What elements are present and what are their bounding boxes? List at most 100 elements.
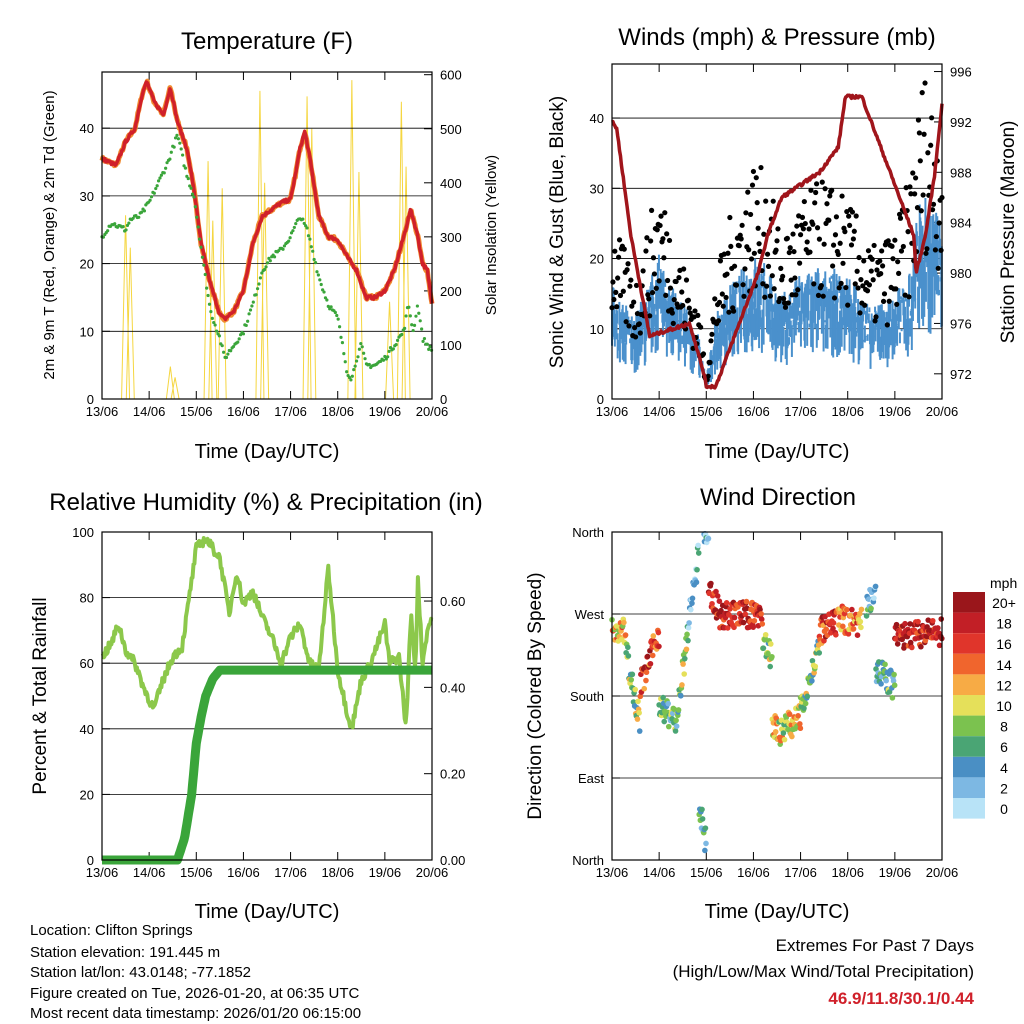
dewpoint-point	[193, 205, 197, 209]
dewpoint-point	[190, 192, 195, 196]
wind-direction-point	[925, 617, 932, 623]
gust-point	[793, 292, 799, 298]
wind-direction-point	[632, 686, 638, 693]
y-tick-label-right: 996	[950, 65, 972, 80]
gust-point	[831, 295, 838, 301]
x-tick-label: 20/06	[416, 404, 449, 419]
gust-point	[935, 265, 941, 271]
gust-point	[830, 242, 837, 248]
x-tick-label: 13/06	[86, 865, 119, 880]
gust-point	[847, 222, 853, 229]
dewpoint-point	[217, 334, 221, 338]
gust-point	[781, 296, 787, 302]
gust-point	[838, 280, 844, 286]
dewpoint-point	[265, 261, 270, 265]
gust-point	[670, 320, 676, 326]
dewpoint-point	[288, 236, 292, 240]
wind-direction-point	[686, 620, 692, 626]
gust-point	[777, 295, 783, 302]
gust-point	[896, 211, 903, 217]
wind-direction-point	[922, 637, 929, 644]
y-tick-label: 30	[590, 181, 604, 196]
gust-point	[811, 281, 817, 287]
gust-point	[868, 268, 874, 274]
wind-direction-point	[628, 676, 635, 683]
y-tick-label-right: 972	[950, 367, 972, 382]
wind-direction-point	[635, 698, 641, 705]
gust-point	[664, 231, 670, 237]
gust-point	[774, 238, 780, 244]
wind-direction-point	[695, 550, 702, 556]
wind-direction-point	[699, 816, 706, 822]
dewpoint-point	[315, 270, 319, 274]
gust-point	[792, 275, 798, 281]
wind-direction-point	[656, 643, 662, 650]
gust-point	[610, 279, 616, 285]
dewpoint-point	[342, 352, 346, 356]
x-tick-label: 18/06	[321, 865, 354, 880]
gust-point	[621, 246, 627, 252]
gust-point	[778, 265, 784, 271]
gust-point	[833, 214, 840, 220]
dewpoint-point	[306, 234, 311, 238]
dewpoint-point	[220, 344, 224, 348]
gust-point	[671, 297, 677, 303]
gust-point	[637, 330, 643, 336]
wind-direction-point	[765, 650, 771, 657]
dewpoint-point	[175, 133, 179, 138]
x-tick-label: 14/06	[133, 404, 166, 419]
dewpoint-point	[165, 161, 169, 165]
gust-point	[905, 229, 911, 235]
dewpoint-point	[222, 350, 226, 354]
gust-point	[765, 263, 772, 269]
dewpoint-point	[251, 300, 255, 304]
dewpoint-point	[212, 320, 216, 325]
dewpoint-point	[258, 276, 262, 280]
dewpoint-point	[347, 375, 352, 380]
dewpoint-point	[386, 355, 390, 359]
dewpoint-point	[164, 166, 168, 170]
dewpoint-point	[154, 186, 158, 191]
gust-point	[852, 281, 858, 287]
gust-point	[877, 258, 883, 264]
wind-direction-point	[830, 625, 836, 632]
dewpoint-point	[311, 249, 315, 253]
gust-point	[933, 233, 939, 240]
legend-label: 18	[996, 616, 1012, 632]
gust-point	[860, 283, 866, 289]
y-tick-label: 30	[80, 189, 94, 204]
solar-insolation-spike	[125, 247, 135, 400]
dewpoint-point	[181, 153, 185, 157]
dewpoint-point	[101, 235, 106, 239]
gust-point	[907, 184, 913, 190]
legend-swatch	[953, 736, 985, 757]
dewpoint-point	[183, 166, 188, 170]
relative-humidity-line	[100, 536, 434, 730]
gust-point	[700, 351, 707, 357]
gust-point	[615, 275, 621, 281]
dewpoint-point	[418, 319, 422, 323]
dewpoint-point	[420, 327, 424, 331]
dewpoint-point	[414, 314, 418, 318]
dewpoint-point	[360, 345, 364, 349]
gust-point	[756, 241, 762, 247]
gust-point	[739, 222, 745, 228]
wind-direction-point	[621, 619, 627, 626]
wind-direction-point	[622, 632, 629, 638]
gust-point	[625, 261, 631, 267]
legend-label: 10	[996, 698, 1012, 714]
wind-direction-point	[731, 614, 738, 621]
wind-direction-point	[757, 606, 763, 613]
gust-point	[910, 170, 916, 176]
gust-point	[929, 115, 935, 121]
gust-point	[791, 248, 797, 255]
gust-point	[631, 299, 637, 305]
dewpoint-point	[340, 341, 345, 345]
wind-direction-point	[673, 723, 680, 729]
dewpoint-point	[422, 336, 427, 341]
temp-ylabel: 2m & 9m T (Red, Orange) & 2m Td (Green)	[41, 90, 58, 379]
gust-point	[715, 318, 722, 324]
gust-point	[897, 215, 904, 221]
dewpoint-point	[121, 225, 125, 229]
wind-direction-point	[918, 643, 924, 650]
